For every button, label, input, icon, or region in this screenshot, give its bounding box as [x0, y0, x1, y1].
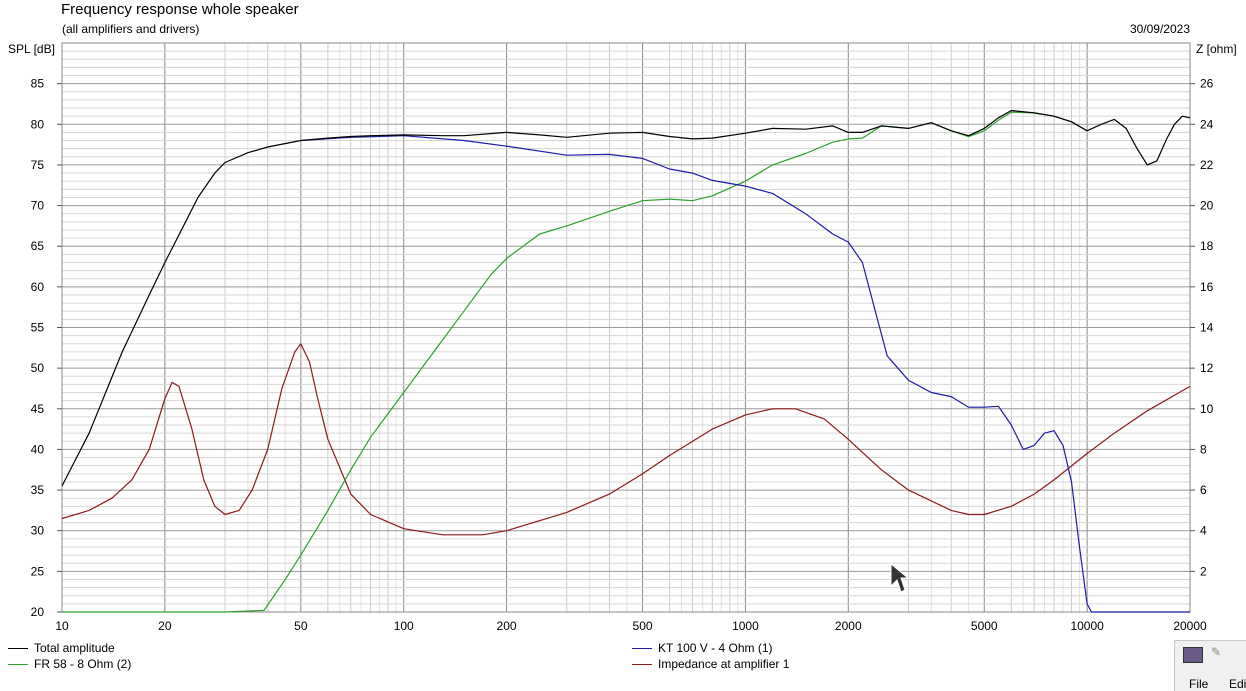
- y-axis-label-right: Z [ohm]: [1196, 42, 1237, 56]
- x-tick-label: 200: [497, 619, 517, 633]
- legend-label: KT 100 V - 4 Ohm (1): [658, 641, 773, 655]
- series-line-2: [62, 111, 1088, 613]
- y2-tick-label: 26: [1200, 77, 1214, 91]
- legend-item-total: Total amplitude: [8, 641, 115, 655]
- y-tick-label: 80: [31, 117, 45, 131]
- legend-swatch: [8, 647, 28, 649]
- legend-label: FR 58 - 8 Ohm (2): [34, 657, 132, 671]
- x-tick-label: 20000: [1173, 619, 1207, 633]
- chart-title: Frequency response whole speaker: [61, 1, 299, 18]
- chart-date: 30/09/2023: [1129, 22, 1190, 36]
- series-line-3: [61, 343, 1191, 536]
- y-tick-label: 45: [31, 402, 45, 416]
- x-tick-label: 2000: [835, 619, 862, 633]
- x-tick-label: 20: [158, 619, 172, 633]
- menu-file[interactable]: File: [1189, 677, 1209, 691]
- chart-plot: 10 20 50 100 200 500 1000 2000 5000 10000 20000 20 2…: [31, 42, 1214, 633]
- y2-tick-label: 14: [1200, 321, 1214, 335]
- x-tick-label: 1000: [732, 619, 759, 633]
- x-tick-label: 100: [394, 619, 414, 633]
- series-line-0: [61, 109, 1191, 487]
- y2-tick-label: 4: [1200, 524, 1207, 538]
- y-tick-label: 65: [31, 239, 45, 253]
- y-tick-label: 35: [31, 483, 45, 497]
- y-tick-label: 55: [31, 321, 45, 335]
- y2-tick-label: 18: [1200, 239, 1214, 253]
- app-window-corner[interactable]: ✎ File Edi: [1174, 640, 1246, 691]
- y-tick-label: 85: [31, 77, 45, 91]
- pin-icon[interactable]: ✎: [1211, 645, 1222, 659]
- legend-label: Impedance at amplifier 1: [658, 657, 790, 671]
- legend-swatch: [632, 663, 652, 665]
- y-tick-label: 60: [31, 280, 45, 294]
- y2-tick-label: 24: [1200, 117, 1214, 131]
- y2-tick-label: 2: [1200, 564, 1207, 578]
- y2-tick-label: 16: [1200, 280, 1214, 294]
- legend-item-impedance: Impedance at amplifier 1: [632, 657, 789, 671]
- x-tick-label: 10000: [1070, 619, 1104, 633]
- series-line-1: [300, 135, 1190, 613]
- grid: [61, 42, 1191, 613]
- mouse-pointer-icon: [890, 562, 909, 593]
- y-tick-label: 50: [31, 361, 45, 375]
- legend-item-fr58: FR 58 - 8 Ohm (2): [8, 657, 131, 671]
- tick-labels: 10 20 50 100 200 500 1000 2000 5000 10000 20000 20 2…: [31, 77, 1214, 633]
- x-tick-label: 5000: [971, 619, 998, 633]
- app-icon[interactable]: [1183, 647, 1203, 663]
- chart-subtitle: (all amplifiers and drivers): [62, 22, 200, 36]
- y2-tick-label: 6: [1200, 483, 1207, 497]
- series-lines: [61, 109, 1191, 613]
- y2-tick-label: 8: [1200, 442, 1207, 456]
- x-tick-label: 50: [294, 619, 308, 633]
- y2-tick-label: 20: [1200, 199, 1214, 213]
- legend-swatch: [8, 663, 28, 665]
- y-tick-label: 75: [31, 158, 45, 172]
- y2-tick-label: 12: [1200, 361, 1214, 375]
- y-tick-label: 40: [31, 442, 45, 456]
- y2-tick-label: 22: [1200, 158, 1214, 172]
- legend-swatch: [632, 647, 652, 649]
- y-tick-label: 20: [31, 605, 45, 619]
- y-axis-label-left: SPL [dB]: [8, 42, 55, 56]
- legend-item-kt100: KT 100 V - 4 Ohm (1): [632, 641, 773, 655]
- x-tick-label: 500: [633, 619, 653, 633]
- y-tick-label: 70: [31, 199, 45, 213]
- y-tick-label: 25: [31, 564, 45, 578]
- y-tick-label: 30: [31, 524, 45, 538]
- x-tick-label: 10: [55, 619, 69, 633]
- legend-label: Total amplitude: [34, 641, 115, 655]
- y2-tick-label: 10: [1200, 402, 1214, 416]
- menu-edit[interactable]: Edi: [1229, 677, 1246, 691]
